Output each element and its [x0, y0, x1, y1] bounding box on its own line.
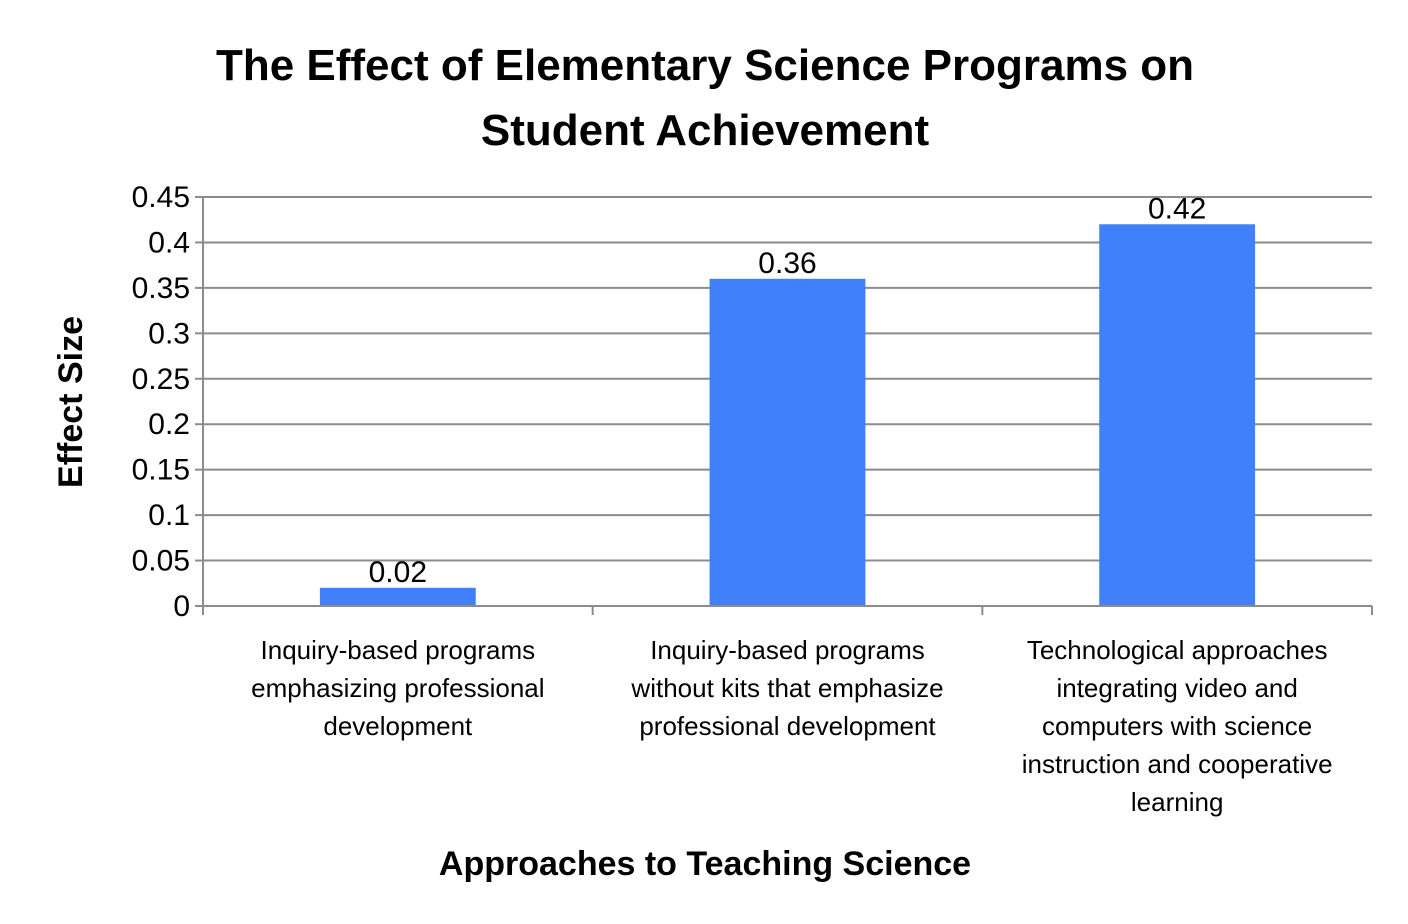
- y-tick-label: 0.4: [148, 226, 190, 259]
- axes: [202, 197, 1373, 615]
- bar: [709, 278, 866, 606]
- y-tick-label: 0.1: [148, 499, 190, 532]
- chart-title-line-2: Student Achievement: [481, 106, 930, 155]
- data-label: 0.42: [1148, 192, 1206, 225]
- x-axis-title: Approaches to Teaching Science: [439, 845, 971, 883]
- y-tick-label: 0.3: [148, 317, 190, 350]
- y-tick-label: 0.15: [132, 454, 190, 487]
- category-label: Technological approaches integrating vide…: [1022, 635, 1333, 817]
- chart-title: The Effect of Elementary Science Program…: [216, 41, 1194, 155]
- data-labels: 0.02 0.36 0.42: [369, 192, 1207, 589]
- y-tick-label: 0.45: [132, 181, 190, 214]
- category-label: Inquiry-based programs emphasizing profes…: [251, 635, 544, 741]
- y-tick-label: 0.2: [148, 408, 190, 441]
- data-label: 0.02: [369, 556, 427, 589]
- bars: [319, 224, 1256, 606]
- y-tick-label: 0.05: [132, 545, 190, 578]
- bar: [319, 587, 476, 606]
- y-tick-label: 0.25: [132, 363, 190, 396]
- y-axis-title: Effect Size: [52, 316, 90, 488]
- y-tick-label: 0.35: [132, 272, 190, 305]
- chart-title-line-1: The Effect of Elementary Science Program…: [216, 41, 1194, 90]
- bar: [1099, 224, 1256, 606]
- data-label: 0.36: [758, 247, 816, 280]
- category-labels: Inquiry-based programs emphasizing profes…: [251, 635, 1332, 817]
- category-label: Inquiry-based programs without kits that …: [630, 635, 943, 741]
- y-tick-label: 0: [173, 590, 190, 623]
- y-tick-labels: 0 0.05 0.1 0.15 0.2 0.25 0.3 0.35 0.4 0.45: [132, 181, 190, 623]
